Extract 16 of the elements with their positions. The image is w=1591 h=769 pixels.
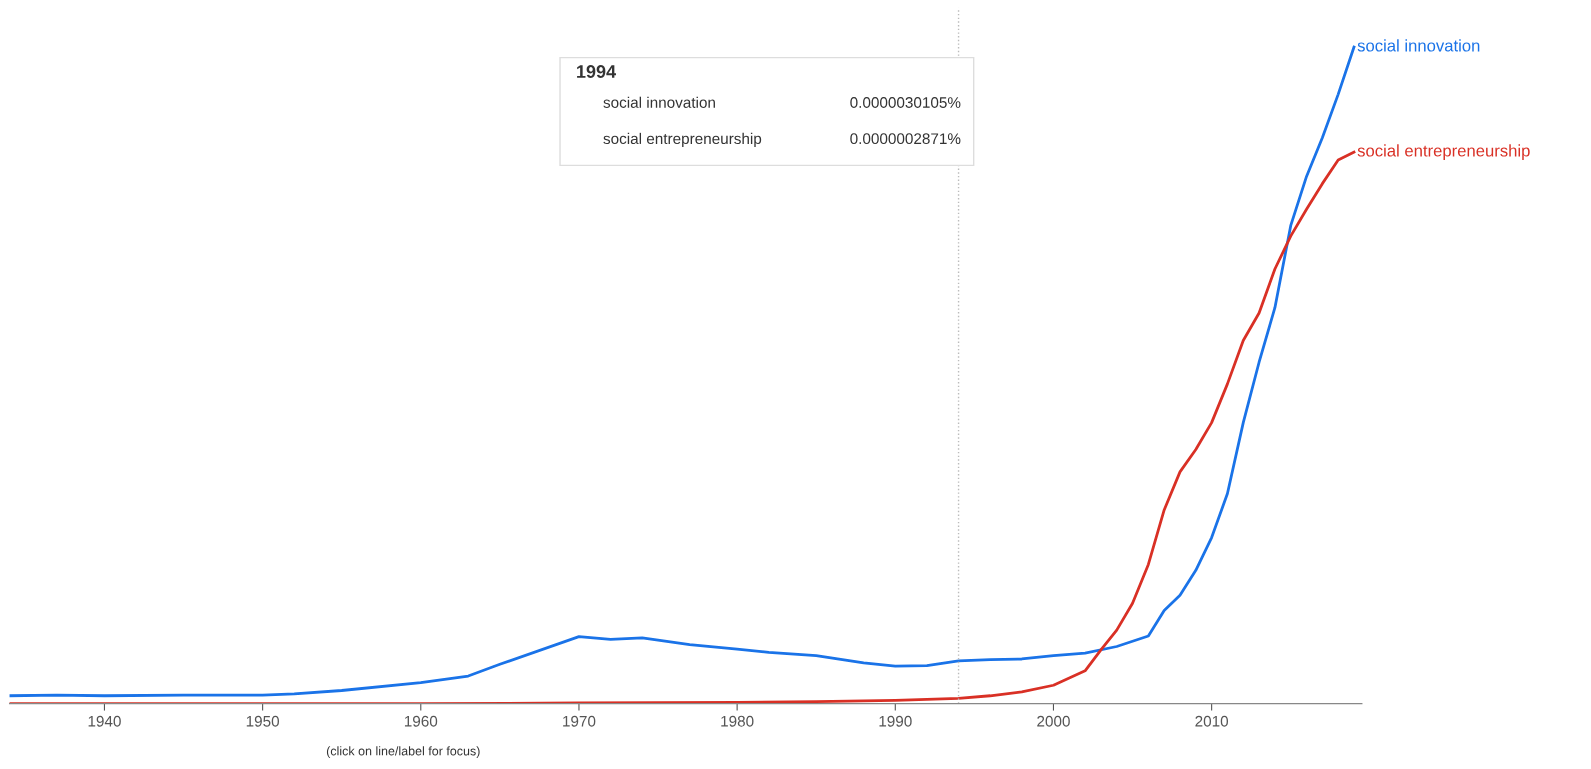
annotation: 1994: [577, 65, 617, 78]
annotation: social innovation: [603, 96, 715, 108]
x-tick-label: 1990: [879, 715, 912, 727]
series-label: social innovation: [1357, 39, 1480, 52]
x-tick-label: 1940: [88, 715, 121, 727]
x-tick-label: 1980: [721, 715, 754, 727]
annotation: social entrepreneurship: [603, 132, 762, 148]
series-label: social entrepreneurship: [1357, 144, 1530, 160]
x-tick-label: 1950: [246, 715, 280, 727]
x-tick-label: 2000: [1037, 715, 1070, 727]
x-tick-label: 1970: [563, 715, 596, 727]
text: (click on line/label for focus): [326, 746, 480, 758]
annotation: 0.0000002871%: [850, 133, 961, 145]
x-tick-label: 1960: [404, 715, 438, 727]
x-tick-label: 2010: [1195, 715, 1229, 727]
annotation: 0.0000030105%: [850, 97, 961, 108]
